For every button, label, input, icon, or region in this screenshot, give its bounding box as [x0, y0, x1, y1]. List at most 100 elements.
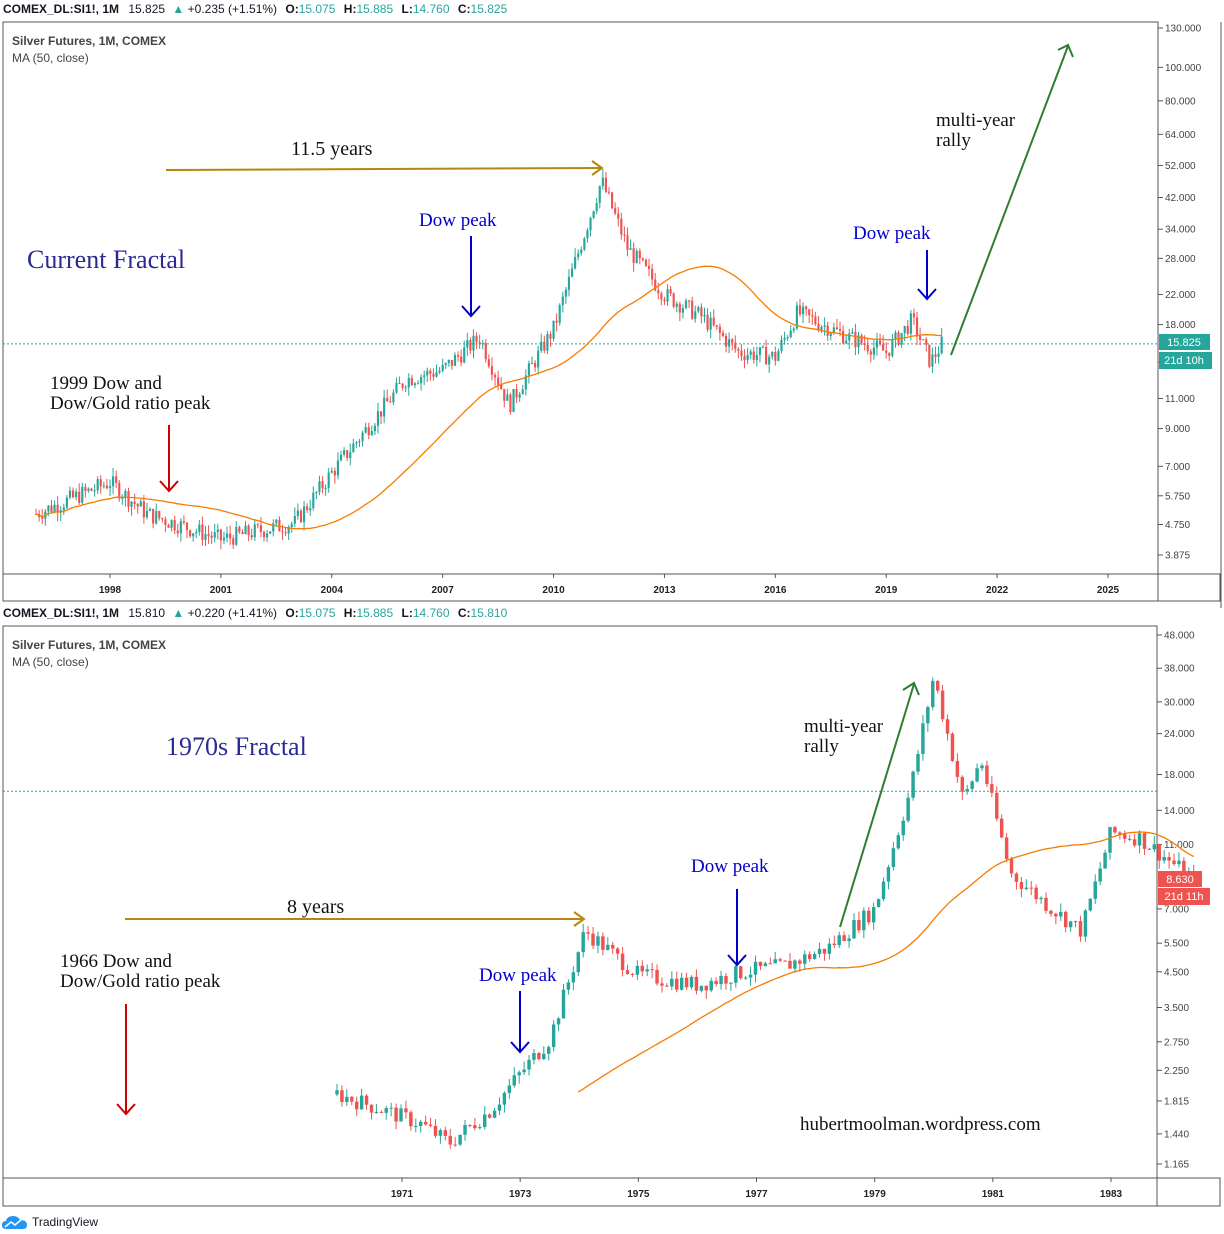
tradingview-logo[interactable]: TradingView [2, 1214, 98, 1230]
candle [688, 299, 691, 309]
candle [596, 931, 600, 954]
candle [340, 1085, 344, 1107]
chart1-countdown-badge [1159, 352, 1212, 369]
candle [481, 339, 484, 350]
candle [244, 520, 247, 535]
candle [714, 977, 718, 987]
candle [333, 467, 336, 484]
candle [1014, 872, 1019, 890]
candle [666, 284, 669, 306]
candle [410, 374, 413, 386]
candle [715, 324, 718, 330]
candle [121, 494, 124, 505]
candle [487, 354, 490, 369]
chart1-indicator: MA (50, close) [12, 51, 89, 65]
candle [299, 508, 303, 524]
chart2-xaxis-frame [2, 1177, 1221, 1207]
candle [213, 523, 216, 543]
candle [788, 953, 792, 969]
candle [238, 525, 241, 534]
candle [469, 337, 472, 355]
candle [915, 311, 919, 346]
candle [1083, 908, 1088, 942]
candle [694, 969, 699, 995]
chart1-l: 14.760 [413, 2, 450, 16]
candle [574, 248, 577, 270]
y-tick-label: 1.815 [1164, 1096, 1189, 1107]
candle [290, 521, 293, 533]
candle [999, 814, 1004, 839]
chart2-fractal-title: 1970s Fractal [166, 732, 307, 761]
candle [384, 1105, 388, 1120]
candle [542, 1046, 546, 1061]
candle [798, 958, 802, 972]
chart2-symbol: COMEX_DL:SI1!, 1M [3, 606, 119, 620]
candle [272, 519, 275, 537]
candle [99, 475, 102, 494]
chart2-c: 15.810 [471, 606, 508, 620]
candle [638, 248, 641, 265]
chart2-o-label: O: [285, 606, 298, 620]
candle [394, 1103, 398, 1130]
candle [980, 763, 984, 772]
candle [306, 503, 309, 514]
candle [438, 1128, 443, 1144]
candle [697, 305, 700, 314]
candle [68, 486, 72, 500]
candle [630, 972, 635, 978]
candle [644, 258, 648, 267]
candle [355, 440, 358, 448]
y-tick-label: 2.250 [1164, 1066, 1189, 1077]
candle [497, 1097, 502, 1116]
candle [778, 957, 782, 963]
x-tick-label: 1998 [99, 585, 122, 596]
red-arrow-down-icon [159, 425, 179, 493]
candle [699, 985, 704, 993]
candle [931, 677, 935, 711]
candle [817, 942, 822, 958]
candle [179, 518, 182, 542]
candle [881, 877, 886, 902]
candle [566, 979, 571, 995]
candle [164, 516, 167, 533]
candle [615, 947, 620, 960]
candle [950, 732, 955, 762]
chart2-y-ticks: 48.000 38.000 30.000 24.000 18.000 14.000 11.0… [1157, 631, 1195, 1171]
candle [256, 522, 259, 529]
candle [468, 1124, 472, 1128]
y-tick-label: 48.000 [1164, 631, 1195, 642]
chart2-l-label: L: [402, 606, 413, 620]
chart2-price-badge [1158, 871, 1202, 887]
x-tick-label: 2019 [875, 585, 898, 596]
chart1-rally-line2: rally [936, 130, 971, 151]
candle [1078, 915, 1083, 942]
candle [660, 977, 664, 993]
candle [869, 348, 872, 363]
candle [204, 525, 207, 546]
candle [885, 342, 888, 359]
y-tick-label: 34.000 [1165, 225, 1196, 236]
candle [115, 470, 118, 488]
candle [731, 338, 734, 351]
candle [84, 483, 87, 498]
candle [364, 1094, 369, 1110]
candle [926, 705, 930, 732]
x-tick-label: 2001 [210, 585, 233, 596]
chart1-y-ticks: 130.000 100.000 80.000 64.000 52.000 42.000 34… [1158, 24, 1202, 562]
candle [679, 972, 684, 991]
candle [506, 388, 509, 401]
chart1-h-label: H: [344, 2, 357, 16]
candle [814, 311, 817, 326]
chart2-countdown: 21d 11h [1165, 891, 1204, 903]
chart2-price-label: 8.630 [1166, 874, 1194, 886]
candle [552, 320, 555, 342]
chart1-ma-line [35, 265, 942, 530]
candle [404, 1100, 408, 1119]
x-tick-label: 2016 [764, 585, 787, 596]
candle [517, 1070, 521, 1084]
candle [571, 966, 576, 991]
candle [389, 1102, 393, 1117]
x-tick-label: 1973 [509, 1189, 532, 1200]
candle [626, 227, 629, 257]
